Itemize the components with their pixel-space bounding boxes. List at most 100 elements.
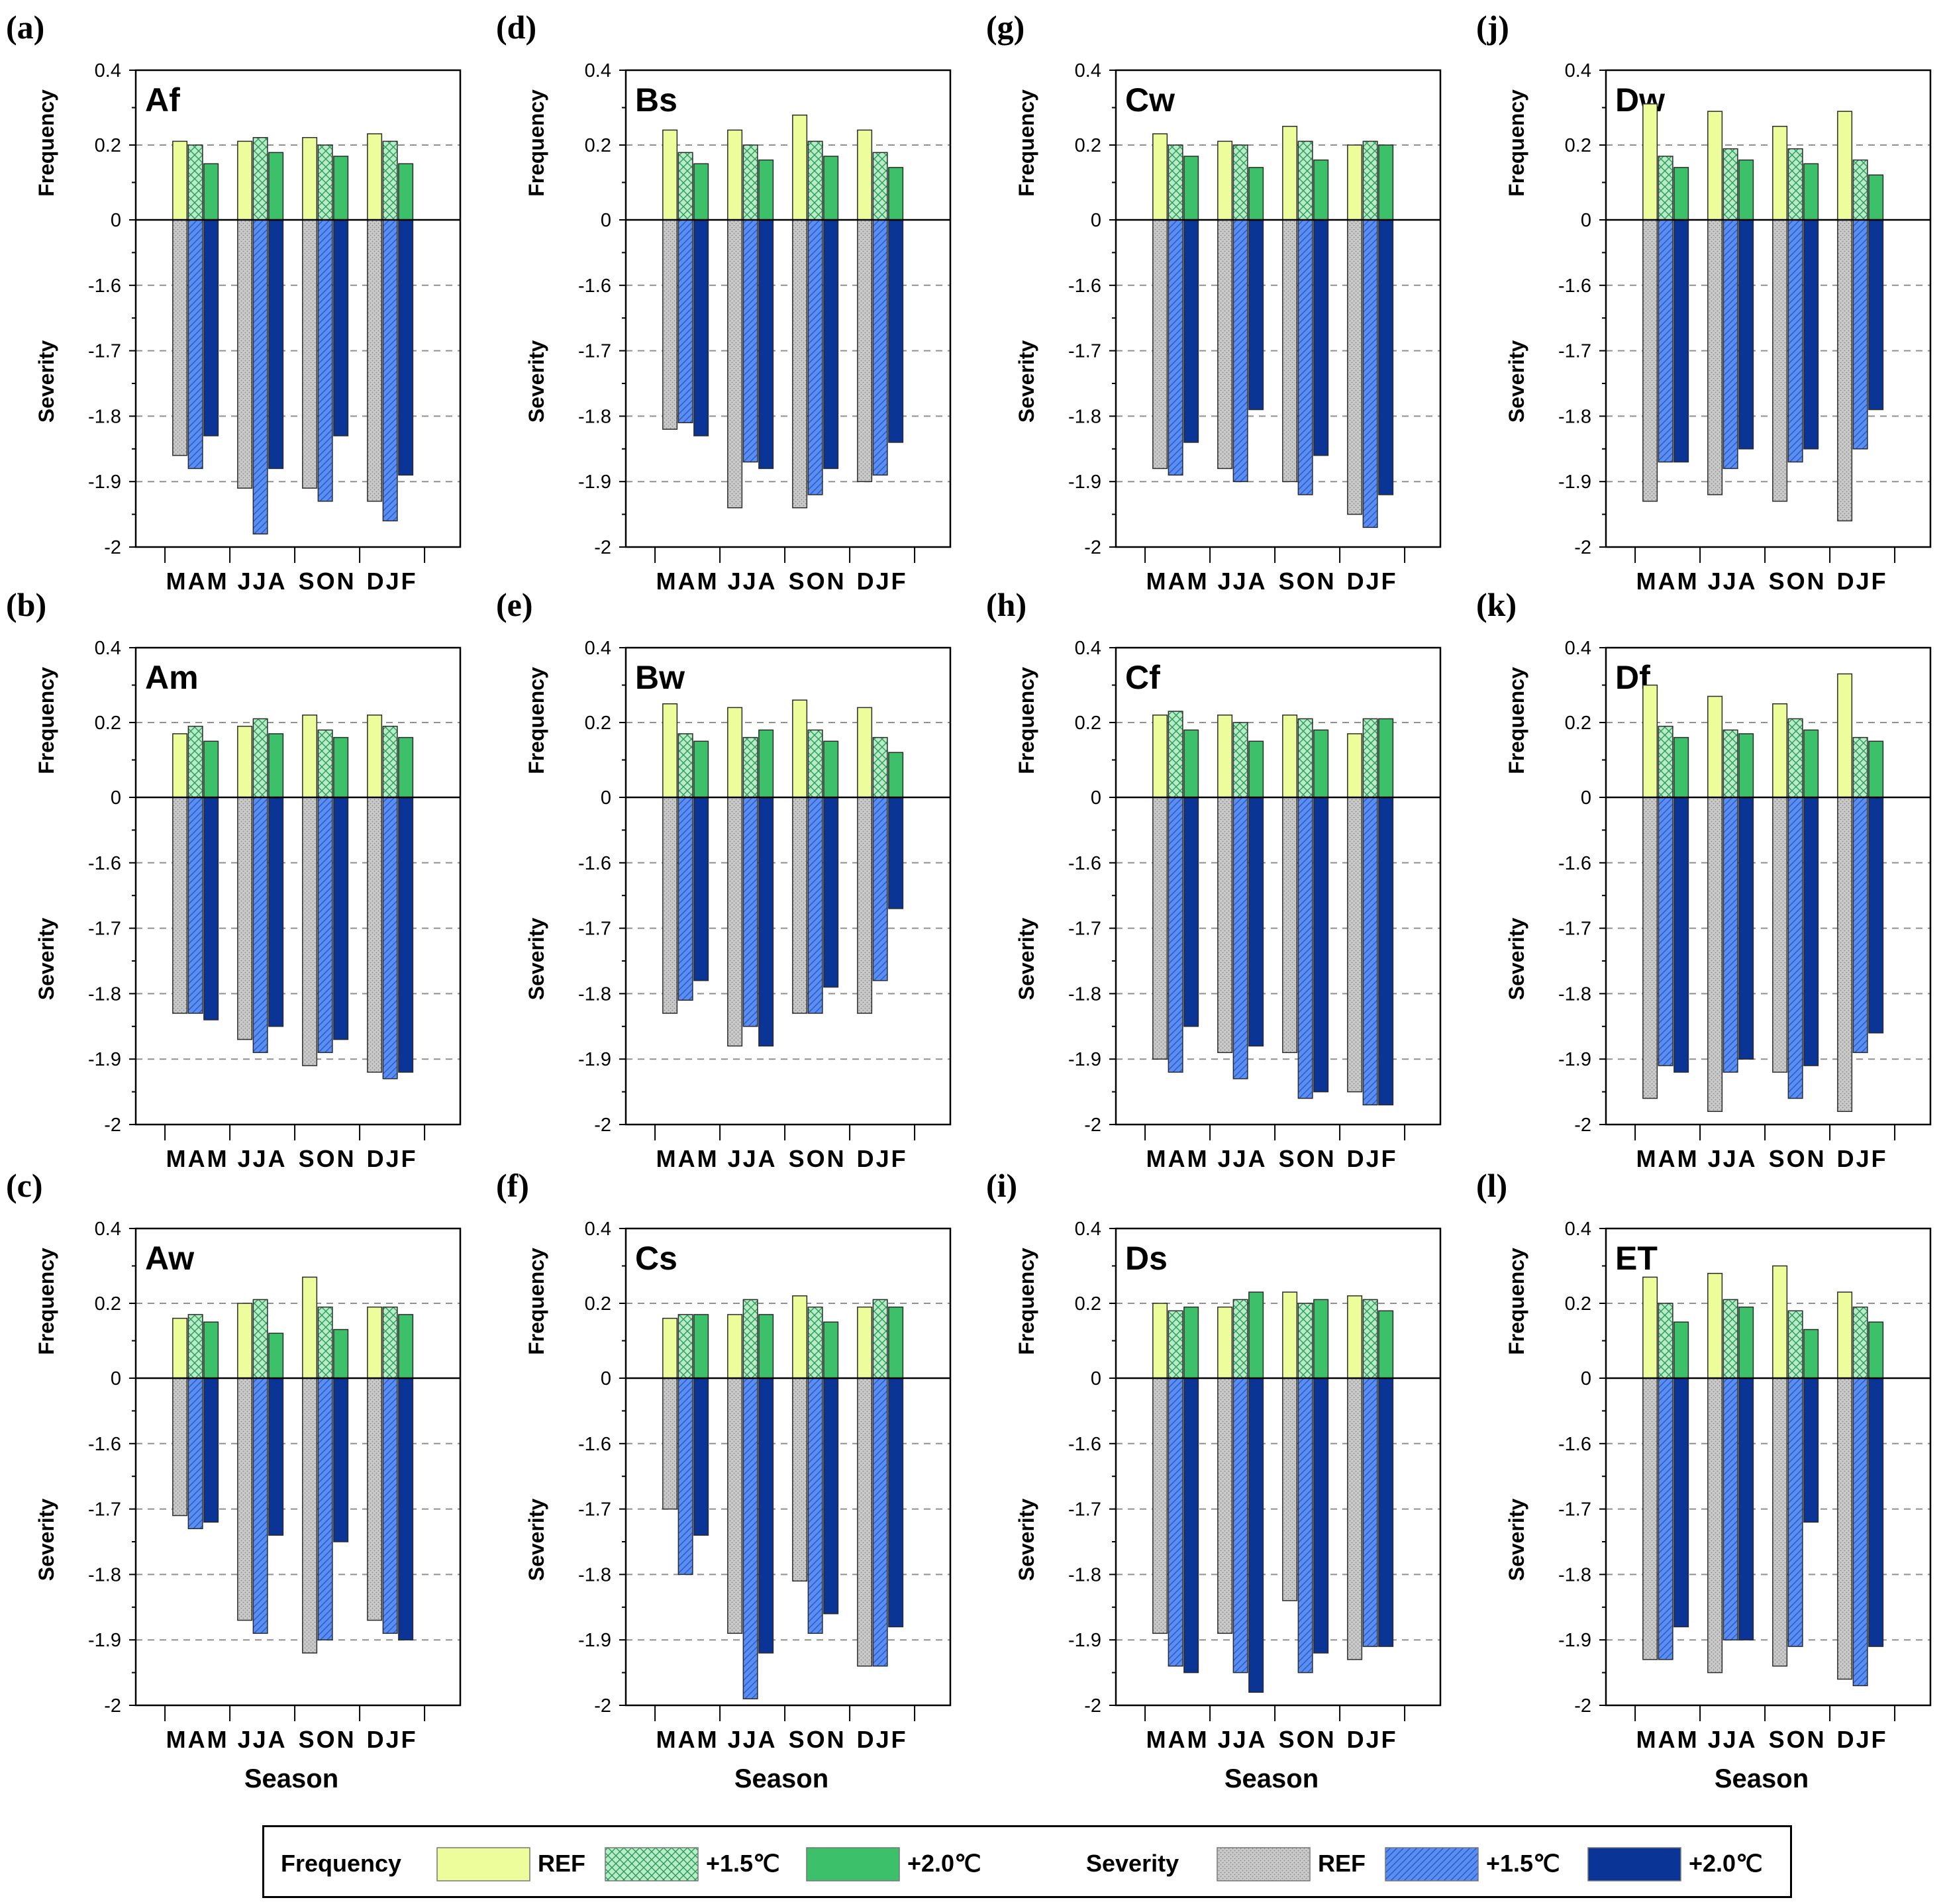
- bar-severity: [693, 1378, 709, 1536]
- panel-letter: (d): [496, 9, 536, 46]
- bar-frequency: [662, 129, 678, 221]
- ytick-label: -1.7: [578, 1499, 611, 1521]
- bar-frequency: [888, 1306, 904, 1379]
- xtick-label: SON: [1769, 1726, 1826, 1753]
- bar-severity: [742, 797, 758, 1027]
- bar-severity: [857, 219, 873, 482]
- frequency-axis-label: Frequency: [1015, 1248, 1038, 1355]
- panel-letter: (l): [1476, 1167, 1507, 1204]
- bar-severity: [1803, 797, 1819, 1066]
- bar-frequency: [1673, 1321, 1689, 1379]
- ytick-label: 0.4: [95, 638, 121, 659]
- legend-label-15: +1.5℃: [1486, 1850, 1560, 1877]
- bar-frequency: [398, 1314, 414, 1379]
- ytick-label: -1.9: [1068, 1049, 1101, 1070]
- bar-frequency: [1787, 1310, 1803, 1379]
- ytick-label: 0.2: [95, 135, 121, 156]
- bar-frequency: [382, 140, 398, 221]
- bar-frequency: [333, 736, 349, 798]
- bar-frequency: [1168, 1310, 1183, 1379]
- bar-frequency: [172, 140, 188, 221]
- legend-swatch-freq-15: [605, 1847, 699, 1881]
- xtick-label: JJA: [1708, 1726, 1758, 1753]
- ytick-label: -2: [104, 1695, 121, 1717]
- bar-severity: [1707, 797, 1723, 1112]
- bar-frequency: [1232, 1299, 1248, 1379]
- ytick-label: -1.9: [1068, 472, 1101, 493]
- frequency-axis-label: Frequency: [1505, 89, 1528, 197]
- bar-severity: [1282, 1378, 1298, 1601]
- bar-frequency: [1772, 126, 1788, 221]
- panel-Am: (b) Am 0.4 0.2 0 -1.6 -1.7 -1.8 -1.9 -2 Frequency S…: [6, 586, 462, 1172]
- ytick-label: -1.6: [88, 276, 121, 297]
- ytick-label: -2: [594, 537, 611, 558]
- panel-Aw: (c) Aw 0.4 0.2 0 -1.6 -1.7 -1.8 -1.9 -2 Frequency S…: [6, 1167, 462, 1793]
- bar-frequency: [662, 1317, 678, 1379]
- bar-frequency: [1362, 1299, 1378, 1379]
- bar-frequency: [1282, 714, 1298, 798]
- xtick-label: JJA: [728, 1145, 777, 1172]
- xtick-label: DJF: [1347, 1145, 1398, 1172]
- xtick-label: SON: [789, 1145, 846, 1172]
- bar-severity: [187, 797, 203, 1014]
- ytick-label: -1.9: [578, 472, 611, 493]
- bar-frequency: [807, 140, 823, 221]
- legend-label-20: +2.0℃: [1689, 1850, 1763, 1877]
- bar-severity: [1837, 797, 1853, 1112]
- xtick-label: MAM: [656, 1145, 719, 1172]
- bar-frequency: [268, 1332, 284, 1379]
- bar-frequency: [268, 152, 284, 221]
- plot-frame: [134, 69, 462, 548]
- ytick-label: -2: [1574, 1695, 1591, 1717]
- ytick-label: -1.6: [1558, 853, 1591, 874]
- bar-severity: [1232, 797, 1248, 1079]
- bar-severity: [1852, 1378, 1868, 1687]
- frequency-axis-label: Frequency: [34, 89, 58, 197]
- bar-severity: [807, 797, 823, 1014]
- panel-letter: (b): [6, 586, 46, 623]
- bar-severity: [302, 219, 318, 489]
- ytick-label: 0: [601, 787, 611, 809]
- bar-severity: [807, 219, 823, 495]
- bar-frequency: [1673, 167, 1689, 221]
- climate-label: Cw: [1125, 81, 1175, 119]
- ytick-label: -2: [594, 1115, 611, 1136]
- bar-severity: [1347, 1378, 1363, 1660]
- xtick-label: MAM: [1636, 568, 1699, 595]
- bar-severity: [268, 797, 284, 1027]
- ytick-label: 0: [1091, 787, 1101, 809]
- severity-axis-label: Severity: [34, 340, 58, 423]
- bar-frequency: [823, 1321, 839, 1379]
- bar-severity: [187, 1378, 203, 1529]
- frequency-axis-label: Frequency: [34, 667, 58, 774]
- legend-label-15: +1.5℃: [706, 1850, 780, 1877]
- x-axis-title: Season: [734, 1764, 828, 1793]
- ytick-label: -1.9: [578, 1630, 611, 1651]
- bar-frequency: [807, 1306, 823, 1379]
- ytick-label: -2: [1084, 537, 1101, 558]
- bar-frequency: [727, 129, 743, 221]
- plot-frame: [624, 69, 952, 548]
- severity-axis-label: Severity: [1015, 1499, 1038, 1581]
- bar-severity: [317, 1378, 333, 1640]
- bar-frequency: [317, 729, 333, 798]
- bar-frequency: [252, 718, 268, 798]
- xtick-label: DJF: [1837, 568, 1888, 595]
- bar-frequency: [1852, 159, 1868, 221]
- panel-letter: (c): [6, 1167, 43, 1204]
- bar-severity: [677, 797, 693, 1001]
- ytick-label: 0.2: [95, 1293, 121, 1315]
- bar-frequency: [333, 156, 349, 221]
- bar-severity: [382, 797, 398, 1079]
- ytick-label: 0.4: [585, 1219, 611, 1240]
- ytick-label: -1.9: [88, 1630, 121, 1651]
- xtick-label: DJF: [857, 568, 908, 595]
- bar-severity: [1707, 219, 1723, 495]
- ytick-label: 0.4: [1565, 638, 1591, 659]
- bar-severity: [1297, 797, 1313, 1099]
- bar-severity: [317, 219, 333, 502]
- bar-severity: [662, 797, 678, 1014]
- bar-frequency: [1152, 1303, 1168, 1379]
- bar-severity: [1642, 219, 1658, 502]
- bar-frequency: [857, 129, 873, 221]
